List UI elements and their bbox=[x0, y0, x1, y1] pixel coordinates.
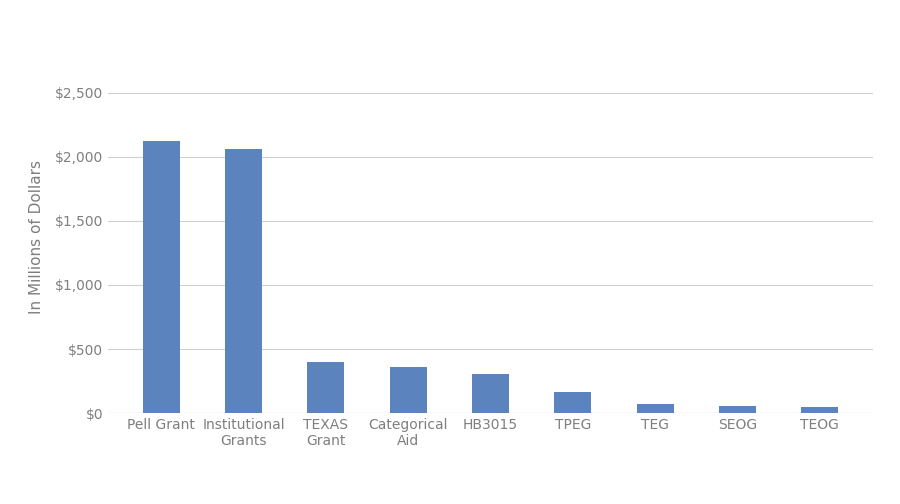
Bar bbox=[308, 362, 345, 413]
Y-axis label: In Millions of Dollars: In Millions of Dollars bbox=[29, 160, 44, 314]
Bar bbox=[390, 367, 427, 413]
Bar bbox=[801, 407, 838, 413]
Bar bbox=[636, 404, 673, 413]
Bar bbox=[719, 406, 756, 413]
Bar bbox=[554, 392, 591, 413]
Bar bbox=[225, 149, 262, 413]
Bar bbox=[143, 141, 180, 413]
Bar bbox=[472, 373, 509, 413]
